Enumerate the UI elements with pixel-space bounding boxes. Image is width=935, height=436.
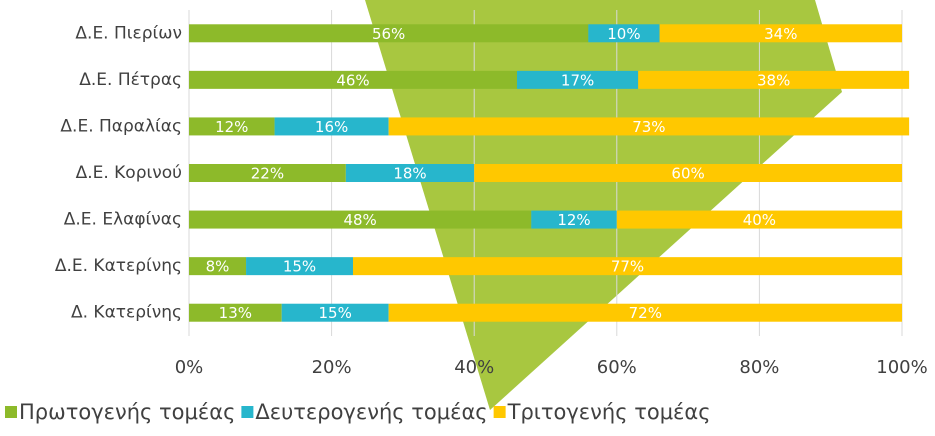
legend-label: Πρωτογενής τομέας xyxy=(19,400,235,424)
bar-segment xyxy=(281,303,389,322)
bar-segment xyxy=(388,117,910,136)
value-label: 48% xyxy=(343,211,376,229)
legend-swatch xyxy=(493,406,506,418)
legend-label: Τριτογενής τομέας xyxy=(507,400,711,424)
legend-label: Δευτερογενής τομέας xyxy=(255,400,487,424)
bar-segment xyxy=(352,257,902,276)
value-label: 12% xyxy=(557,211,590,229)
value-label: 15% xyxy=(283,258,316,276)
x-tick-label: 0% xyxy=(175,357,204,378)
value-label: 18% xyxy=(393,165,426,183)
value-label: 10% xyxy=(607,25,640,43)
value-label: 13% xyxy=(219,304,252,322)
value-label: 17% xyxy=(561,71,594,89)
bar-segment xyxy=(588,24,660,43)
value-label: 38% xyxy=(757,71,790,89)
legend-swatch xyxy=(241,406,254,418)
x-tick-label: 40% xyxy=(454,357,494,378)
x-tick-label: 60% xyxy=(597,357,637,378)
bar-segment xyxy=(189,164,346,182)
value-label: 72% xyxy=(629,304,662,322)
background-shape xyxy=(365,0,842,410)
value-label: 56% xyxy=(372,25,405,43)
bar-segment xyxy=(616,210,902,229)
value-label: 12% xyxy=(215,118,248,136)
bar-segment xyxy=(638,70,910,89)
category-label: Δ.Ε. Κατερίνης xyxy=(55,256,182,276)
bar-segment xyxy=(274,117,389,136)
category-label: Δ.Ε. Κορινού xyxy=(76,163,182,183)
category-label: Δ.Ε. Πιερίων xyxy=(75,23,182,43)
bar-segment xyxy=(388,303,902,322)
bar-segment xyxy=(189,210,532,229)
legend-swatch xyxy=(5,406,17,418)
bar-segment xyxy=(474,164,902,182)
bar-segment xyxy=(189,117,275,136)
bar-segment xyxy=(189,70,517,89)
value-label: 40% xyxy=(743,211,776,229)
bar-segment xyxy=(189,24,589,43)
value-label: 46% xyxy=(336,71,369,89)
x-tick-label: 20% xyxy=(312,357,352,378)
value-label: 15% xyxy=(318,304,351,322)
bar-segment xyxy=(189,303,282,322)
category-label: Δ.Ε. Πέτρας xyxy=(79,70,182,90)
value-label: 60% xyxy=(671,165,704,183)
category-label: Δ.Ε. Παραλίας xyxy=(60,116,182,136)
bar-segment xyxy=(189,257,247,276)
bar-segment xyxy=(659,24,902,43)
value-label: 16% xyxy=(315,118,348,136)
bar-segment xyxy=(246,257,353,276)
x-tick-label: 80% xyxy=(739,357,779,378)
bar-segment xyxy=(345,164,475,182)
value-label: 73% xyxy=(632,118,665,136)
category-label: Δ. Κατερίνης xyxy=(71,303,182,323)
x-tick-label: 100% xyxy=(876,357,927,378)
value-label: 77% xyxy=(611,258,644,276)
category-label: Δ.Ε. Ελαφίνας xyxy=(64,210,182,230)
value-label: 34% xyxy=(764,25,797,43)
value-label: 8% xyxy=(206,258,230,276)
bar-segment xyxy=(516,70,639,89)
value-label: 22% xyxy=(251,165,284,183)
bar-segment xyxy=(531,210,617,229)
